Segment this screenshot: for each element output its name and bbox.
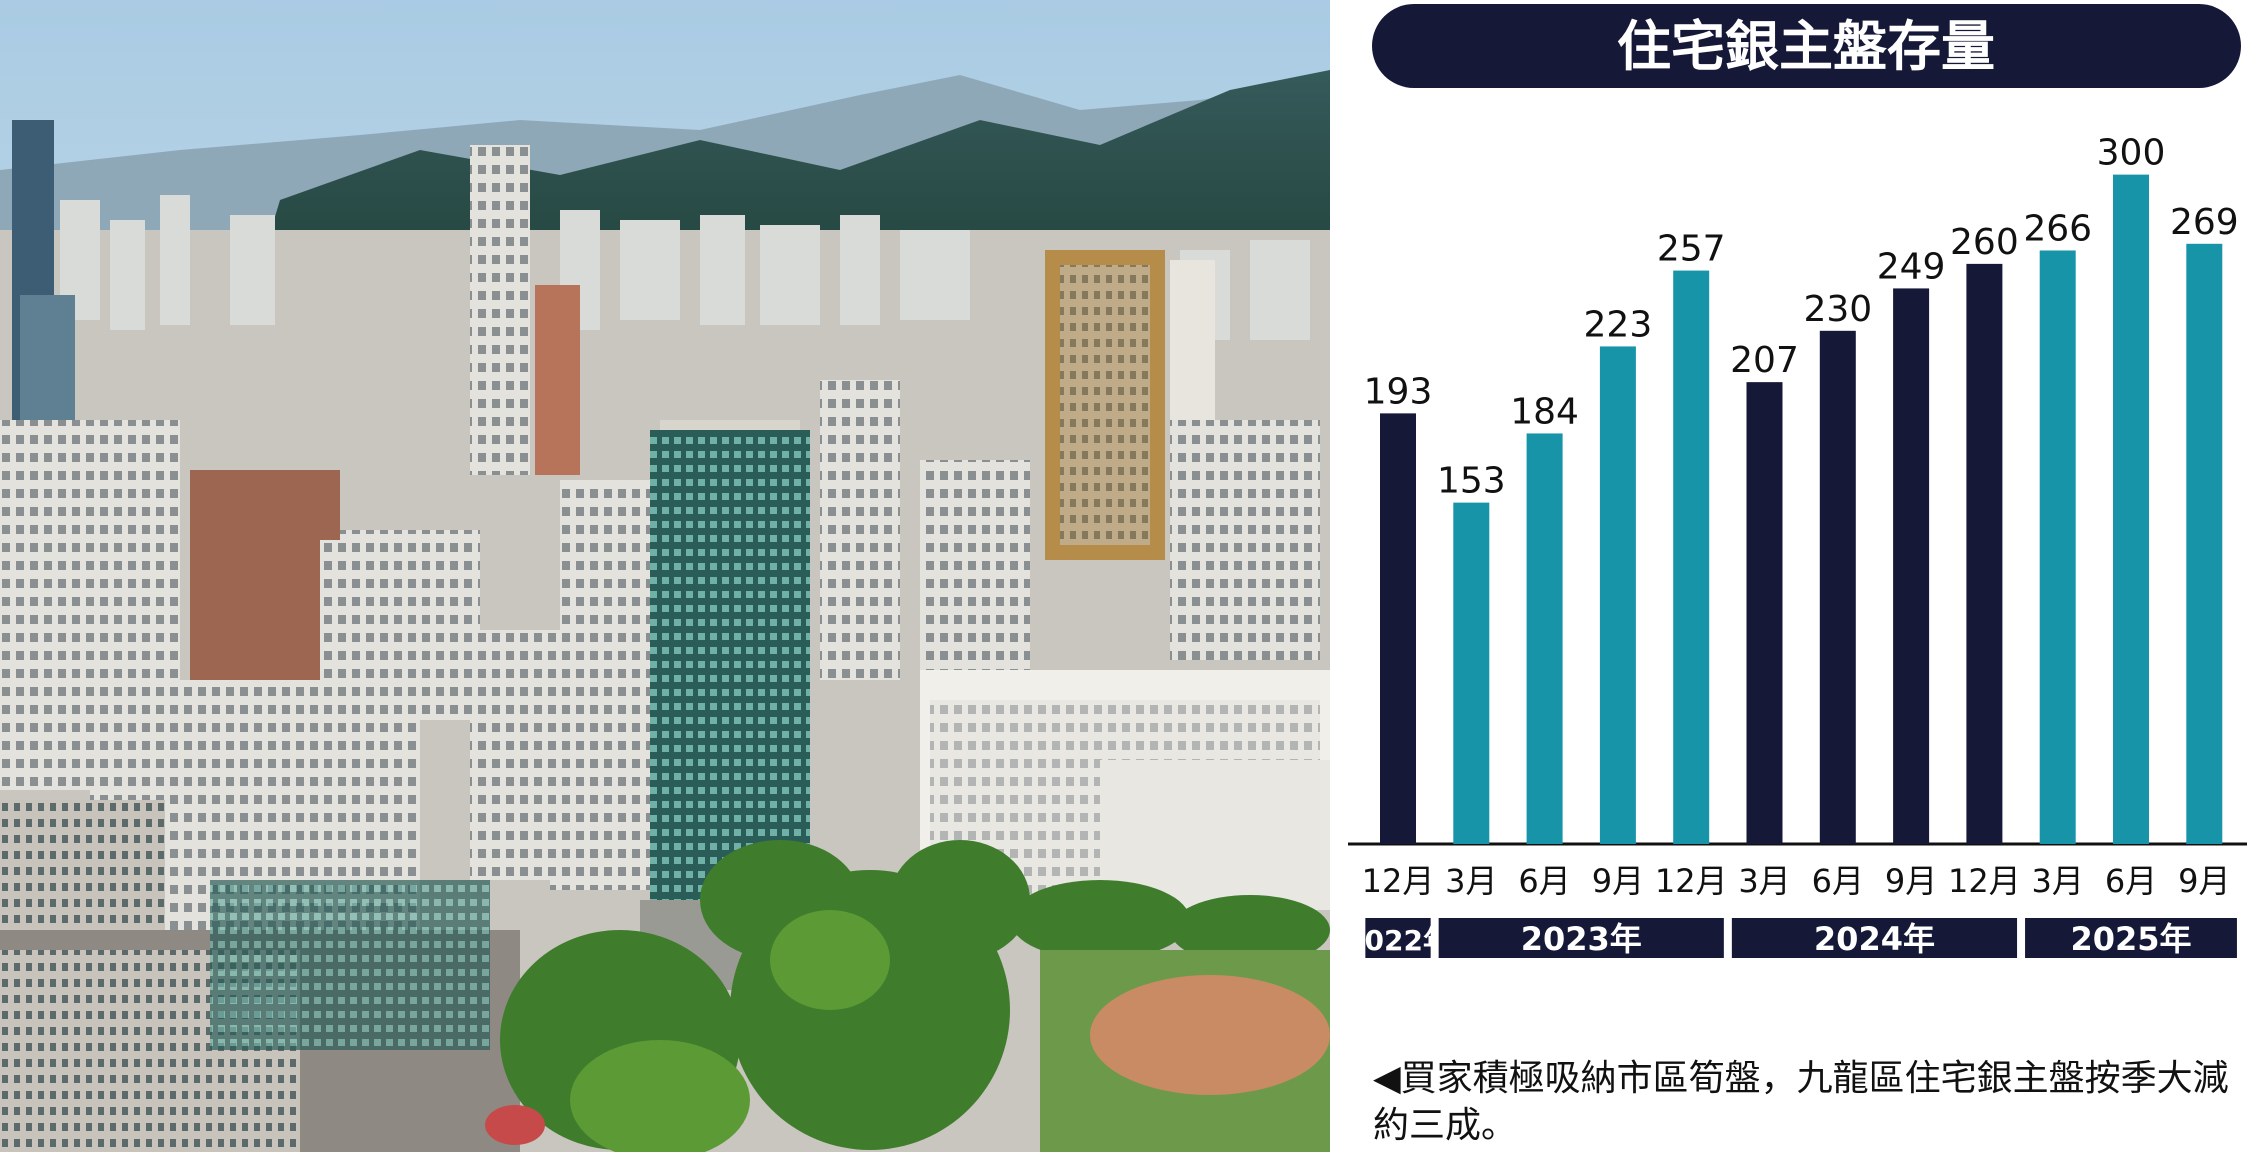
tick-label-9: 3月	[2032, 862, 2084, 900]
value-label-0: 193	[1364, 371, 1433, 412]
tick-label-5: 3月	[1738, 862, 1790, 900]
caption: ◀買家積極吸納市區筍盤，九龍區住宅銀主盤按季大減約三成。	[1373, 1058, 2229, 1146]
value-label-11: 269	[2170, 202, 2239, 243]
bar-4	[1673, 270, 1710, 845]
bar-3	[1599, 346, 1636, 844]
value-label-8: 260	[1950, 222, 2019, 263]
bar-5	[1746, 382, 1783, 844]
tick-label-1: 3月	[1445, 862, 1497, 900]
tick-label-2: 6月	[1518, 862, 1570, 900]
year-band-0	[1365, 918, 1431, 958]
tick-label-3: 9月	[1592, 862, 1644, 900]
year-band-3	[2025, 918, 2237, 958]
tick-label-4: 12月	[1655, 862, 1728, 900]
value-label-3: 223	[1584, 304, 1653, 345]
bar-2	[1526, 433, 1563, 844]
year-label-1: 2023年	[1521, 920, 1642, 958]
bar-9	[2039, 250, 2076, 845]
value-label-10: 300	[2097, 133, 2166, 174]
bar-11	[2186, 243, 2223, 844]
value-label-1: 153	[1437, 461, 1506, 502]
bar-6	[1819, 330, 1856, 844]
tick-label-7: 9月	[1885, 862, 1937, 900]
bar-10	[2113, 174, 2149, 844]
value-label-2: 184	[1510, 391, 1579, 432]
tick-label-10: 6月	[2105, 862, 2157, 900]
bar-1	[1453, 502, 1490, 844]
tick-label-6: 6月	[1812, 862, 1864, 900]
tick-label-8: 12月	[1948, 862, 2021, 900]
value-label-7: 249	[1877, 246, 1946, 287]
year-label-0: 2022年	[1345, 924, 1451, 957]
chart-panel: 住宅銀主盤存量 193 153 184 223 257 207 230 249 260 266 30…	[1330, 0, 2247, 1152]
value-label-5: 207	[1730, 340, 1799, 381]
title-banner	[1372, 4, 2241, 88]
year-label-2: 2024年	[1814, 920, 1935, 958]
city-photo	[0, 0, 1330, 1152]
bar-7	[1893, 288, 1930, 844]
tick-label-11: 9月	[2178, 862, 2230, 900]
bar-8	[1966, 263, 2003, 844]
chart-title: 住宅銀主盤存量	[1617, 15, 1995, 78]
value-label-9: 266	[2023, 208, 2092, 249]
year-label-3: 2025年	[2070, 920, 2191, 958]
value-label-6: 230	[1803, 289, 1872, 330]
value-label-4: 257	[1657, 229, 1726, 270]
bar-0	[1380, 413, 1416, 844]
year-band-2	[1731, 918, 2018, 958]
tick-label-0: 12月	[1362, 862, 1435, 900]
year-band-1	[1438, 918, 1724, 958]
